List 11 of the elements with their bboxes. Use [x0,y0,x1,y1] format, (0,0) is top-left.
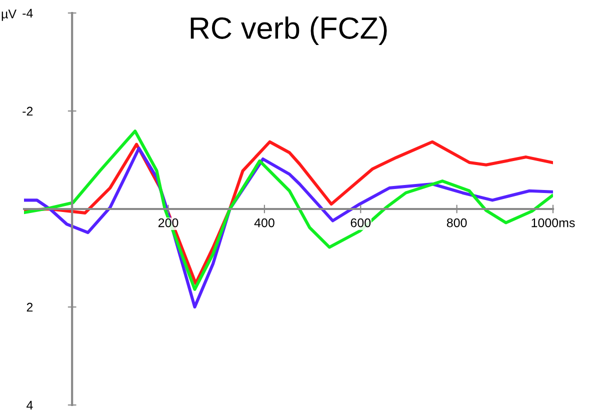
x-tick-label: 400 [254,218,274,228]
y-axis-title: µV [2,10,16,21]
x-tick-label: 1000ms [532,218,575,228]
y-tick-label: -2 [22,106,33,116]
x-tick-label: 200 [158,218,178,228]
chart-title: RC verb (FCZ) [190,16,387,45]
y-tick-label: 2 [26,302,33,312]
y-tick-label: -4 [22,8,33,18]
x-tick-label: 600 [350,218,371,228]
x-tick-label: 800 [446,218,467,228]
y-tick-label: 4 [26,400,33,410]
